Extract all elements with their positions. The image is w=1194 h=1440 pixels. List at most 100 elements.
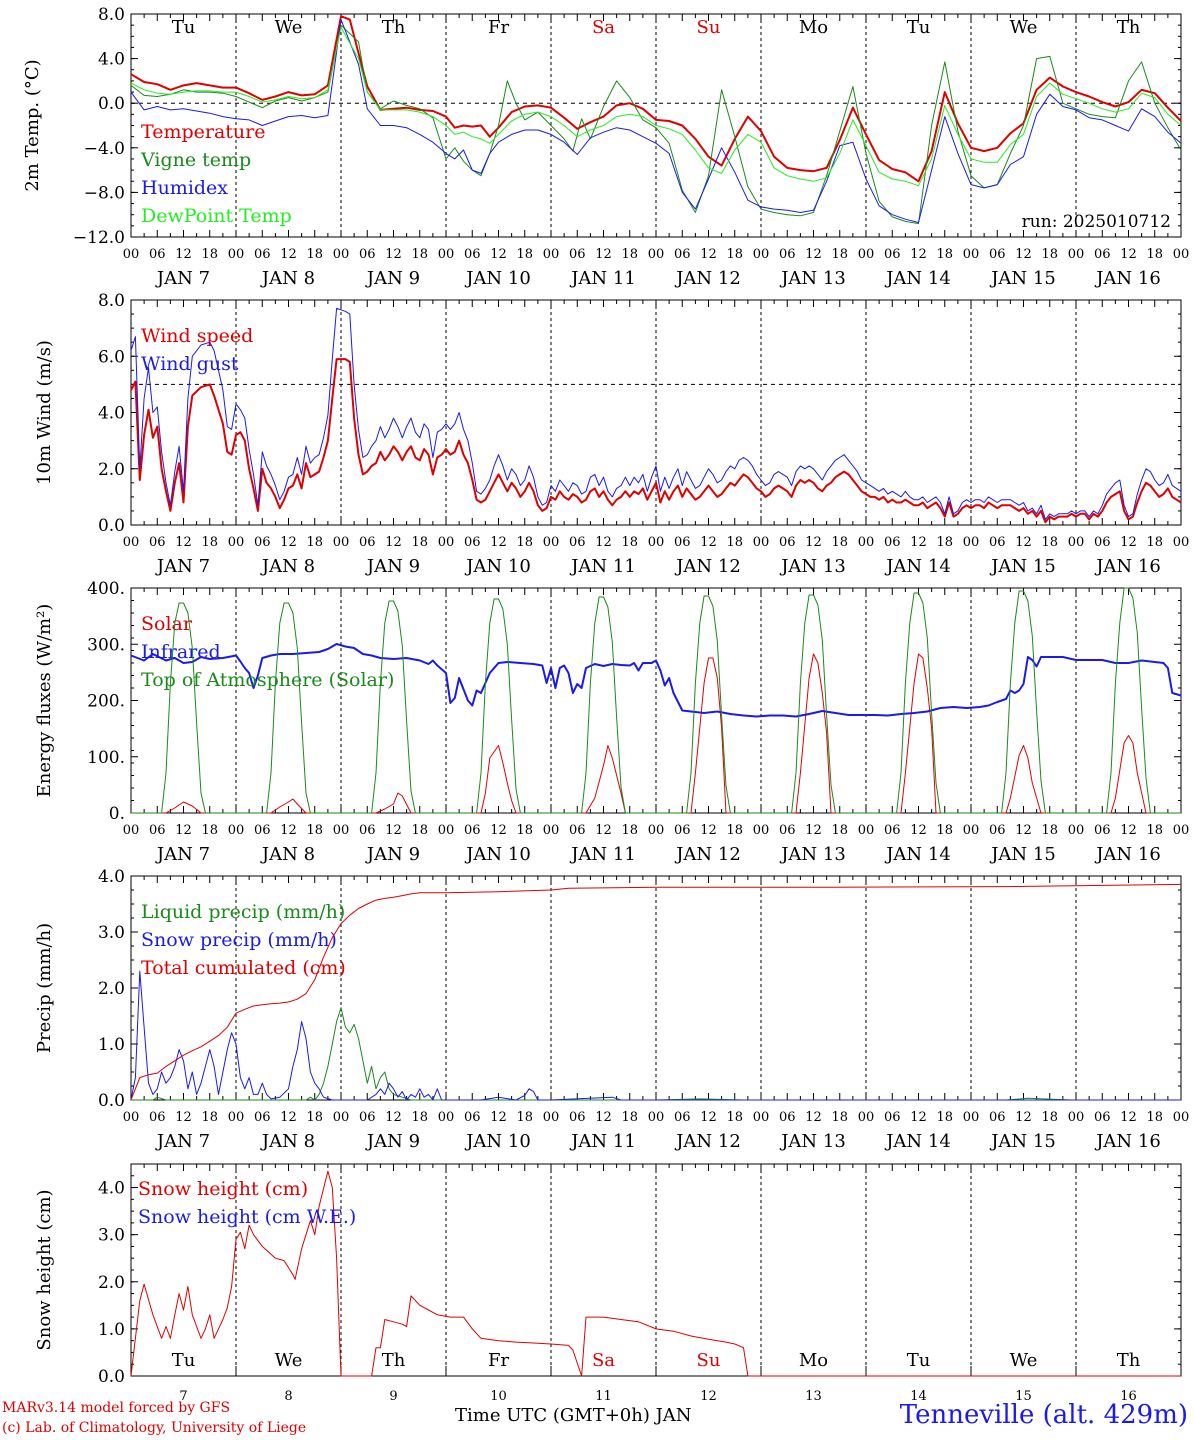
day-label: Th	[1117, 17, 1141, 38]
panel-1: 8.0 4.0 0.0 −4.0 −8.0 −12.0 2m Temp. (°C) Tu We T…	[22, 5, 1189, 289]
hour-label: 00	[648, 1110, 665, 1125]
day-label: Sa	[592, 1350, 615, 1371]
hour-label: 00	[543, 1110, 560, 1125]
legend-entry: Snow precip (mm/h)	[141, 929, 337, 951]
hour-label: 12	[385, 247, 402, 262]
date-label: JAN 9	[365, 556, 420, 577]
y-axis-label: Energy fluxes (W/m²)	[34, 604, 55, 798]
hour-label: 06	[254, 1110, 271, 1125]
hour-label: 18	[1146, 535, 1163, 550]
date-label: JAN 14	[884, 1131, 951, 1152]
hour-label: 18	[1146, 247, 1163, 262]
hour-label: 06	[569, 535, 586, 550]
hour-label: 12	[595, 247, 612, 262]
day-label: Sa	[592, 17, 615, 38]
hour-label: 06	[779, 823, 796, 838]
hour-label: 12	[490, 1110, 507, 1125]
series-line-4-2	[130, 970, 1181, 1101]
hour-label: 00	[123, 1110, 140, 1125]
hour-label: 06	[1094, 535, 1111, 550]
date-label: JAN 9	[365, 844, 420, 865]
hour-label: 00	[228, 247, 245, 262]
hour-label: 12	[700, 535, 717, 550]
y-axis-label: Precip (mm/h)	[34, 923, 55, 1053]
x-tick-label: 13	[805, 1389, 822, 1404]
date-label: JAN 7	[155, 844, 210, 865]
y-tick-label: 0.	[109, 804, 125, 824]
hour-label: 18	[726, 535, 743, 550]
hour-label: 12	[1015, 247, 1032, 262]
hour-label: 18	[831, 247, 848, 262]
legend-entry: Wind speed	[141, 325, 253, 347]
y-axis-label: 10m Wind (m/s)	[34, 340, 55, 485]
date-label: JAN 15	[989, 268, 1056, 289]
hour-label: 06	[464, 535, 481, 550]
hour-label: 00	[858, 1110, 875, 1125]
hour-label: 00	[648, 535, 665, 550]
date-label: JAN 10	[464, 844, 531, 865]
legend-entry: Temperature	[141, 121, 265, 143]
y-tick-label: 4.0	[98, 867, 125, 887]
y-tick-label: 1.0	[98, 1035, 125, 1055]
series-line-2-1	[130, 358, 1182, 524]
legend-entry: Solar	[141, 613, 193, 635]
date-label: JAN 13	[779, 1131, 846, 1152]
day-label: Fr	[488, 1350, 509, 1371]
hour-label: 06	[149, 823, 166, 838]
lab-credit: (c) Lab. of Climatology, University of L…	[2, 1420, 307, 1436]
plot-frame	[130, 299, 1182, 526]
hour-label: 18	[936, 247, 953, 262]
y-tick-label: 0.0	[98, 94, 125, 114]
date-label: JAN 12	[674, 844, 741, 865]
hour-label: 06	[884, 823, 901, 838]
hour-label: 06	[674, 1110, 691, 1125]
hour-label: 18	[1041, 247, 1058, 262]
day-label: Th	[382, 17, 406, 38]
date-label: JAN 16	[1094, 844, 1161, 865]
date-label: JAN 11	[569, 1131, 636, 1152]
hour-label: 06	[149, 247, 166, 262]
hour-label: 00	[858, 823, 875, 838]
hour-label: 18	[726, 247, 743, 262]
legend-entry: Infrared	[141, 641, 221, 663]
x-tick-label: 8	[284, 1389, 292, 1404]
day-label: We	[1010, 1350, 1038, 1371]
hour-label: 12	[175, 247, 192, 262]
hour-label: 06	[674, 535, 691, 550]
hour-label: 12	[385, 535, 402, 550]
day-label: Mo	[799, 17, 828, 38]
hour-label: 18	[201, 823, 218, 838]
hour-label: 00	[1173, 535, 1190, 550]
hour-label: 00	[963, 823, 980, 838]
y-tick-label: 400.	[87, 579, 125, 599]
hour-label: 12	[805, 535, 822, 550]
date-label: JAN 11	[569, 268, 636, 289]
hour-label: 00	[963, 535, 980, 550]
x-axis-title: Time UTC (GMT+0h) JAN	[455, 1405, 692, 1426]
model-credit: MARv3.14 model forced by GFS	[2, 1400, 231, 1416]
hour-label: 18	[831, 823, 848, 838]
hour-label: 06	[779, 535, 796, 550]
hour-label: 12	[910, 1110, 927, 1125]
hour-label: 06	[359, 1110, 376, 1125]
hour-label: 18	[201, 1110, 218, 1125]
day-label: Su	[697, 1350, 721, 1371]
date-label: JAN 10	[464, 268, 531, 289]
date-label: JAN 8	[260, 556, 315, 577]
hour-label: 06	[149, 535, 166, 550]
hour-label: 12	[595, 823, 612, 838]
hour-label: 12	[1120, 535, 1137, 550]
date-label: JAN 9	[365, 268, 420, 289]
date-label: JAN 10	[464, 1131, 531, 1152]
hour-label: 06	[464, 247, 481, 262]
hour-label: 00	[963, 247, 980, 262]
hour-label: 18	[1146, 823, 1163, 838]
day-label: Tu	[172, 17, 196, 38]
hour-label: 12	[700, 823, 717, 838]
hour-label: 00	[123, 823, 140, 838]
legend-entry: DewPoint Temp	[141, 205, 292, 227]
hour-label: 06	[1094, 247, 1111, 262]
date-label: JAN 8	[260, 268, 315, 289]
hour-label: 12	[1015, 823, 1032, 838]
hour-label: 06	[989, 1110, 1006, 1125]
